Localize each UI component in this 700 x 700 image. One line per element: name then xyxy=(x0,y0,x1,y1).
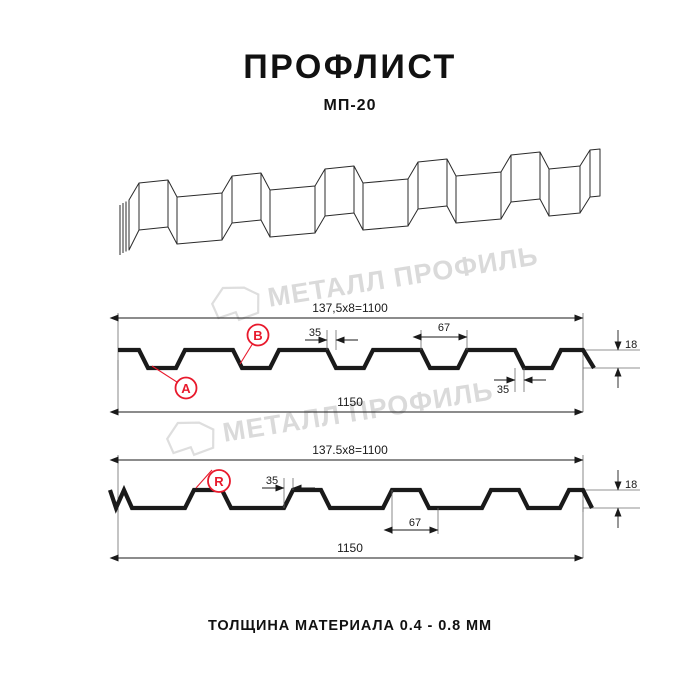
cross-section-bottom: 137.5x8=1100 1150 18 35 xyxy=(108,443,640,562)
extension-lines-top xyxy=(117,313,640,412)
dimension-height-bottom: 18 xyxy=(614,470,637,528)
dimension-35-upper-top-label: 35 xyxy=(309,327,321,339)
dimension-top-span-label: 137,5x8=1100 xyxy=(312,301,388,315)
dimension-bottom-span: 1150 xyxy=(109,395,584,416)
marker-a-circle xyxy=(174,376,198,400)
watermark-label: МЕТАЛЛ ПРОФИЛЬ xyxy=(266,240,541,312)
isometric-profile-sheet xyxy=(119,148,601,255)
dimension-67-top: 67 xyxy=(412,322,468,350)
footer-note: ТОЛЩИНА МАТЕРИАЛА 0.4 - 0.8 ММ xyxy=(208,618,492,634)
dimension-bottom-span-bottom: 1150 xyxy=(109,541,584,562)
marker-a-label: A xyxy=(181,381,191,396)
dimension-top-span: 137,5x8=1100 xyxy=(109,301,584,322)
watermark-logo-icon xyxy=(210,286,260,322)
watermark-logo-icon xyxy=(165,421,215,457)
dimension-67-bottom: 67 xyxy=(383,490,439,534)
dimension-35-lower-top: 35 xyxy=(494,368,546,396)
dimension-height-top: 18 xyxy=(614,330,637,388)
page-subtitle: МП-20 xyxy=(323,97,377,114)
page-title: ПРОФЛИСТ xyxy=(243,48,457,86)
header-block: ПРОФЛИСТ МП-20 xyxy=(0,50,700,114)
marker-r-label: R xyxy=(214,474,224,489)
marker-b: B xyxy=(239,323,270,365)
cross-section-top: 137,5x8=1100 1150 18 35 xyxy=(109,301,640,416)
extension-lines-bottom xyxy=(117,455,640,558)
marker-r: R xyxy=(195,469,231,493)
dimension-bottom-span-label: 1150 xyxy=(337,395,363,409)
dimension-height-bottom-label: 18 xyxy=(625,479,637,491)
marker-b-circle xyxy=(246,323,270,347)
profile-outline-bottom xyxy=(108,484,594,514)
dimension-67-bottom-label: 67 xyxy=(409,517,421,529)
dimension-35-bottom: 35 xyxy=(262,475,315,508)
dimension-35-upper-top: 35 xyxy=(305,327,358,350)
marker-a: A xyxy=(151,365,198,400)
profile-outline-top xyxy=(118,347,596,371)
dimension-bottom-span-bottom-label: 1150 xyxy=(337,541,363,555)
dimension-35-lower-top-label: 35 xyxy=(497,384,509,396)
dimension-height-top-label: 18 xyxy=(625,339,637,351)
dimension-top-span-bottom: 137.5x8=1100 xyxy=(109,443,584,464)
dimension-67-top-label: 67 xyxy=(438,322,450,334)
marker-r-circle xyxy=(207,469,231,493)
dimension-top-span-bottom-label: 137.5x8=1100 xyxy=(312,443,388,457)
dimension-35-bottom-label: 35 xyxy=(266,475,278,487)
marker-b-label: B xyxy=(253,328,262,343)
